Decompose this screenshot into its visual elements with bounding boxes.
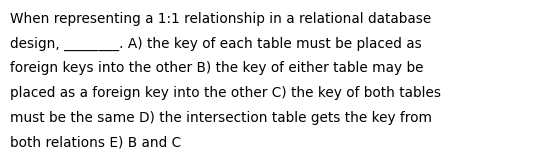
Text: must be the same D) the intersection table gets the key from: must be the same D) the intersection tab… (10, 111, 432, 125)
Text: placed as a foreign key into the other C) the key of both tables: placed as a foreign key into the other C… (10, 86, 441, 100)
Text: When representing a 1:1 relationship in a relational database: When representing a 1:1 relationship in … (10, 12, 431, 26)
Text: design, ________. A) the key of each table must be placed as: design, ________. A) the key of each tab… (10, 36, 422, 51)
Text: foreign keys into the other B) the key of either table may be: foreign keys into the other B) the key o… (10, 61, 424, 75)
Text: both relations E) B and C: both relations E) B and C (10, 135, 181, 149)
